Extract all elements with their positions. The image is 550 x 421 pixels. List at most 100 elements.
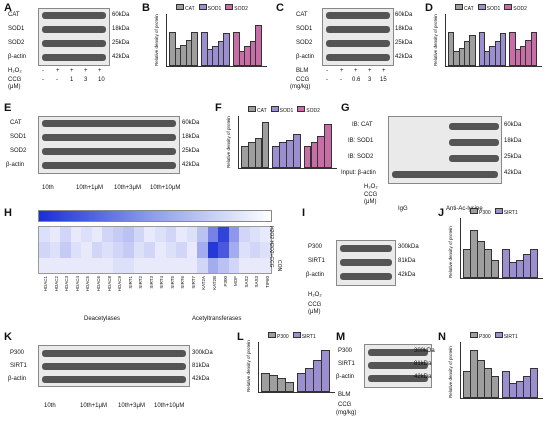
blot-i-label-p300: P300 [308,244,323,250]
heatmap-cell [60,227,71,243]
bar-b-sod2-4 [255,25,262,66]
heatmap-gene-label: SAS2 [243,276,249,288]
heatmap-cell [207,257,219,273]
blot-c-blm-label: BLM [296,68,309,74]
blot-a-h2o2-v2: + [56,68,60,74]
bar-l-sirt1-3 [321,350,330,392]
heatmap-cell [144,242,155,258]
blot-m-unit: (mg/kg) [336,410,357,416]
blot-k-kda-1: 300kDa [192,350,213,356]
chart-ylabel-l: Relative density of protein [246,340,251,392]
heatmap-cell [112,257,124,273]
legend-item: P300 [470,208,491,216]
blot-a-h2o2-label: H₂O₂ [8,68,22,74]
heatmap-cell [186,257,198,273]
blot-c-kda-4: 42kDa [395,54,413,60]
blot-g-ccg: CCG [364,192,378,198]
bar-b-sod1-4 [223,33,230,66]
heatmap-gene-labels: HDAC1 HDAC2 HDAC3 HDAC4 HDAC5 HDAC6 HDAC8 HDAC9… [38,276,270,304]
blot-i-h2o2: H₂O₂ [308,292,322,298]
bar-chart-b [166,14,267,67]
blot-m-label-actin: β-actin [336,374,355,380]
blot-c-ccg-v4: 3 [368,77,372,83]
bar-d-cat-0 [448,31,455,66]
chart-ylabel-j: Relative density of protein [448,226,453,278]
heatmap-cell [176,242,187,258]
heatmap-gene-label: SIRT3 [148,276,154,289]
panel-letter-e: E [4,102,12,114]
heatmap-cell [133,227,145,243]
blot-a-ccg-v3: 1 [70,77,74,83]
blot-i-kda-3: 42kDa [398,272,416,278]
blot-c-ccg-v5: 15 [380,77,387,83]
blot-a-label-actin: β-actin [8,54,27,60]
heatmap-cell [155,257,166,273]
blot-e-label-actin: β-actin [6,162,25,168]
heatmap-cell [49,242,61,258]
heatmap-cell [239,242,250,258]
blot-c-ccg-unit: (mg/kg) [290,84,311,90]
heatmap-cell [102,242,113,258]
blot-m-label-sirt1: SIRT1 [338,361,355,367]
bar-chart-l [258,342,335,393]
heatmap-cell [165,242,177,258]
blot-g-row-2: IB: SOD1 [348,138,374,144]
chart-legend-j: P300 SIRT1 [470,208,518,216]
heatmap-cell [91,242,103,258]
blot-g-igg: IgG [398,206,408,212]
legend-item: SIRT1 [292,332,316,340]
heatmap-cell [165,257,177,273]
bar-chart-d [445,14,542,67]
blot-a-ccg-v4: 3 [84,77,88,83]
heatmap-gene-label: HDAC2 [53,276,59,292]
heatmap-gene-label: SIRT2 [138,276,144,289]
chart-legend-d: CAT SOD1 SOD2 [455,4,527,12]
panel-letter-g: G [341,102,350,114]
legend-item: SOD1 [270,106,293,114]
heatmap-cell [39,257,50,273]
blot-e-label-sod2: SOD2 [10,148,27,154]
heatmap-cell [155,227,166,243]
heatmap-cell [165,227,177,243]
heatmap-gene-label: SIRT7 [190,276,196,289]
heatmap-cell [186,227,198,243]
heatmap-cell [228,257,240,273]
heatmap-cell [228,242,240,258]
bar-chart-j [460,218,543,279]
heatmap-cell [60,257,71,273]
heatmap-gene-label: SIRT6 [180,276,186,289]
panel-letter-a: A [4,2,12,14]
blot-c-blm-v4: + [368,68,372,74]
heatmap-gene-label: HDAC3 [64,276,70,292]
blot-e-label-cat: CAT [10,120,22,126]
blot-e-group-2: 10th+1μM [76,185,103,191]
blot-g-unit: (μM) [364,199,377,205]
heatmap-acetyltransferases: Acetyltransferases [192,316,242,322]
chart-ylabel-d: Relative density of protein [433,14,438,66]
heatmap-cell [207,227,219,243]
heatmap-gene-label: SIRT5 [169,276,175,289]
heatmap-cell [218,242,229,258]
heatmap-cell [239,257,250,273]
legend-item: CAT [455,4,474,12]
bar-chart-n [460,342,543,399]
bar-f-sod2-3 [324,124,332,168]
heatmap-cell [81,242,92,258]
heatmap-cell [70,242,82,258]
blot-e-group-4: 10th+10μM [150,185,181,191]
blot-e-kda-4: 42kDa [182,162,200,168]
blot-c-ccg-v3: 0.6 [352,77,361,83]
heatmap-gene-label: HDAC6 [96,276,101,292]
panel-letter-f: F [215,102,222,114]
heatmap-gene-label: HDAC4 [74,276,80,292]
heatmap-cell [155,242,166,258]
heatmap-row-label-2: CON [276,260,282,272]
heatmap-gene-label: P300 [222,276,228,287]
heatmap-cell [218,257,229,273]
chart-ylabel-n: Relative density of protein [448,346,453,398]
bar-d-cat-4 [469,34,476,66]
bar-d-sod2-4 [530,31,537,66]
blot-k [38,345,190,387]
blot-a-ccg-v1: - [42,77,44,83]
chart-legend-b: CAT SOD1 SOD2 [176,4,248,12]
